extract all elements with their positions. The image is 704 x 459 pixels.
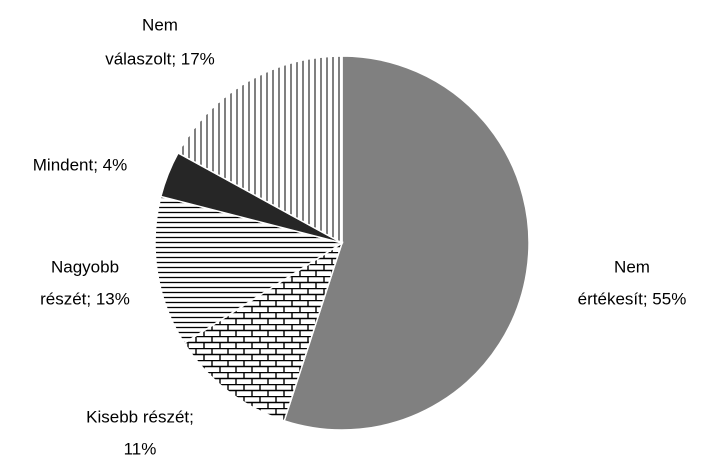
data-label: Nem	[614, 257, 650, 276]
data-label: részét; 13%	[40, 289, 130, 308]
data-label: Nagyobb	[51, 257, 119, 276]
data-label: Kisebb részét;	[86, 407, 194, 426]
data-label: értékesít; 55%	[578, 289, 687, 308]
data-label: Nem	[142, 15, 178, 34]
pie-slice	[183, 241, 344, 422]
pie-slice	[177, 55, 343, 245]
pie-slice	[283, 55, 530, 431]
data-label: válaszolt; 17%	[105, 49, 215, 68]
data-label: 11%	[124, 439, 157, 458]
pie-slice	[154, 195, 344, 345]
data-label: Mindent; 4%	[33, 155, 128, 174]
